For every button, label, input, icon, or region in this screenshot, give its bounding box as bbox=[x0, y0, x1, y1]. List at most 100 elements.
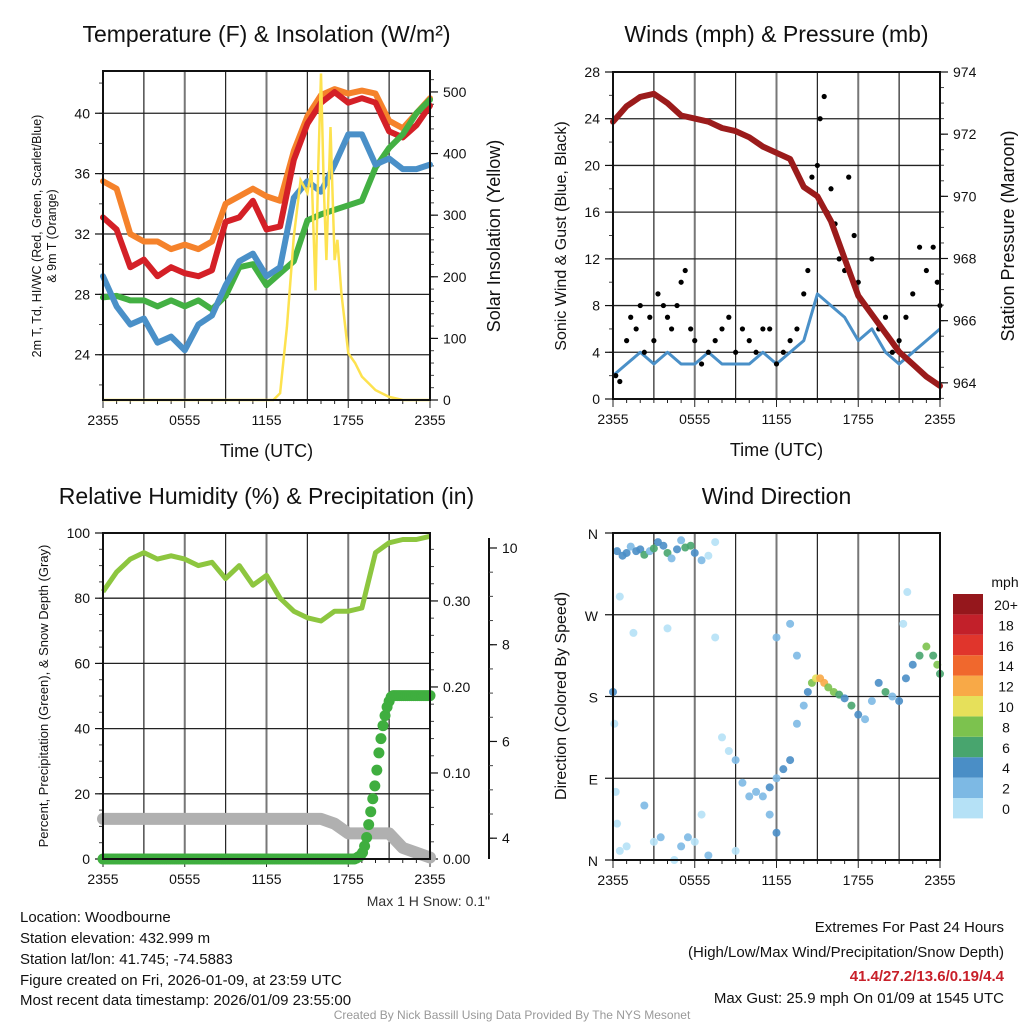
gust-point bbox=[767, 326, 773, 332]
wind-direction-point bbox=[772, 828, 781, 837]
chart-title: Temperature (F) & Insolation (W/m²) bbox=[82, 21, 450, 47]
gust-point bbox=[923, 267, 929, 274]
x-axis-label: Time (UTC) bbox=[220, 441, 313, 461]
wind-direction-point bbox=[673, 545, 682, 554]
legend-label: 6 bbox=[1002, 740, 1010, 756]
x-tick-label: 0555 bbox=[169, 871, 200, 887]
legend-label: 18 bbox=[998, 617, 1014, 633]
precipitation-point bbox=[371, 764, 383, 776]
gust-point bbox=[613, 373, 619, 379]
x-tick-label: 2355 bbox=[597, 872, 628, 888]
legend-label: 0 bbox=[1002, 801, 1010, 817]
wind-direction-point bbox=[622, 548, 631, 557]
gust-point bbox=[809, 174, 815, 180]
chart-title: Wind Direction bbox=[702, 483, 852, 509]
pressure-axis-tick-label: 966 bbox=[953, 313, 977, 329]
direction-tick-label: W bbox=[585, 608, 599, 624]
series-9m-t-line bbox=[100, 86, 433, 253]
gust-point bbox=[896, 338, 902, 344]
gust-point bbox=[851, 232, 857, 239]
solar-axis-tick-label: 100 bbox=[443, 330, 467, 346]
gust-point bbox=[688, 326, 694, 332]
station-pressure-line bbox=[610, 90, 943, 389]
wind-direction-point bbox=[854, 710, 863, 719]
x-tick-label: 2355 bbox=[87, 871, 118, 887]
humidity-plot-frame bbox=[102, 532, 431, 860]
legend-label: 14 bbox=[998, 658, 1014, 674]
gust-point bbox=[846, 174, 852, 180]
wind-direction-point bbox=[752, 787, 761, 796]
legend-label: 16 bbox=[998, 638, 1014, 654]
extremes-values: 41.4/27.2/13.6/0.19/4.4 bbox=[850, 968, 1005, 985]
gust-point bbox=[651, 338, 657, 344]
panel-2 bbox=[102, 533, 431, 867]
x-tick-label: 2355 bbox=[924, 411, 955, 427]
gust-point bbox=[705, 349, 711, 355]
gust-point bbox=[692, 338, 698, 344]
x-tick-label: 1755 bbox=[333, 412, 364, 428]
x-tick-label: 0555 bbox=[679, 411, 710, 427]
wind-direction-point bbox=[786, 619, 795, 628]
wind-direction-point bbox=[908, 660, 917, 669]
location-text: Location: Woodbourne bbox=[20, 909, 171, 926]
rh-axis-tick-label: 0 bbox=[82, 851, 90, 867]
wind-direction-point bbox=[636, 545, 645, 554]
wind-direction-point bbox=[765, 783, 774, 792]
gust-point bbox=[794, 326, 800, 332]
gust-point bbox=[817, 116, 823, 122]
gust-point bbox=[882, 314, 889, 320]
rh-axis-tick-label: 80 bbox=[74, 590, 90, 606]
x-tick-label: 2355 bbox=[414, 871, 445, 887]
pressure-axis-tick-label: 964 bbox=[953, 375, 977, 391]
wind-direction-point bbox=[929, 651, 938, 660]
right-axis-label: Solar Insolation (Yellow) bbox=[484, 140, 504, 332]
precipitation-point bbox=[375, 733, 387, 745]
gust-point bbox=[726, 314, 732, 320]
snow-axis-tick-label: 10 bbox=[502, 540, 518, 556]
gust-point bbox=[668, 326, 675, 332]
wind-direction-point bbox=[915, 651, 924, 660]
x-tick-label: 0555 bbox=[169, 412, 200, 428]
legend-swatch bbox=[953, 614, 983, 635]
precipitation-point bbox=[365, 806, 377, 818]
temp-axis-tick-label: 40 bbox=[74, 105, 90, 121]
pressure-axis-tick-label: 970 bbox=[953, 188, 977, 204]
gust-point bbox=[773, 361, 780, 367]
legend-label: 4 bbox=[1002, 760, 1010, 776]
x-tick-label: 1155 bbox=[761, 411, 791, 427]
wind-direction-point bbox=[840, 694, 849, 703]
wind-direction-point bbox=[626, 542, 635, 551]
snow-depth-line bbox=[97, 812, 436, 864]
legend-swatch bbox=[953, 655, 983, 676]
snow-axis-tick-label: 4 bbox=[502, 830, 510, 846]
wind-axis-tick-label: 16 bbox=[584, 204, 600, 220]
chart-title: Winds (mph) & Pressure (mb) bbox=[624, 21, 928, 47]
solar-axis-tick-label: 500 bbox=[443, 84, 467, 100]
wind-direction-point bbox=[615, 846, 624, 855]
wind-direction-point bbox=[799, 701, 808, 710]
direction-tick-label: S bbox=[589, 690, 598, 706]
gust-point bbox=[739, 326, 746, 332]
wind-direction-point bbox=[663, 624, 672, 633]
x-tick-label: 2355 bbox=[414, 412, 445, 428]
x-tick-label: 1755 bbox=[333, 871, 364, 887]
wind-direction-point bbox=[711, 538, 720, 547]
gust-point bbox=[780, 349, 786, 355]
legend-label: 12 bbox=[998, 679, 1014, 695]
wind-direction-point bbox=[615, 592, 624, 601]
gust-point bbox=[805, 267, 811, 274]
gust-point bbox=[655, 291, 661, 297]
temp-axis-tick-label: 24 bbox=[74, 347, 90, 363]
wind-direction-point bbox=[881, 687, 890, 696]
wind-axis-tick-label: 28 bbox=[584, 64, 600, 80]
wind-direction-point bbox=[874, 678, 883, 687]
solar-insolation-line bbox=[103, 73, 430, 402]
y-axis-label: Sonic Wind & Gust (Blue, Black) bbox=[553, 121, 570, 350]
relative-humidity-line bbox=[100, 533, 431, 624]
wind-direction-point bbox=[899, 619, 908, 628]
latlon-text: Station lat/lon: 41.745; -74.5883 bbox=[20, 951, 233, 968]
gust-point bbox=[712, 338, 718, 344]
legend-swatch bbox=[953, 716, 983, 737]
gust-point bbox=[836, 256, 842, 262]
y-axis-label: Direction (Colored By Speed) bbox=[553, 592, 570, 800]
